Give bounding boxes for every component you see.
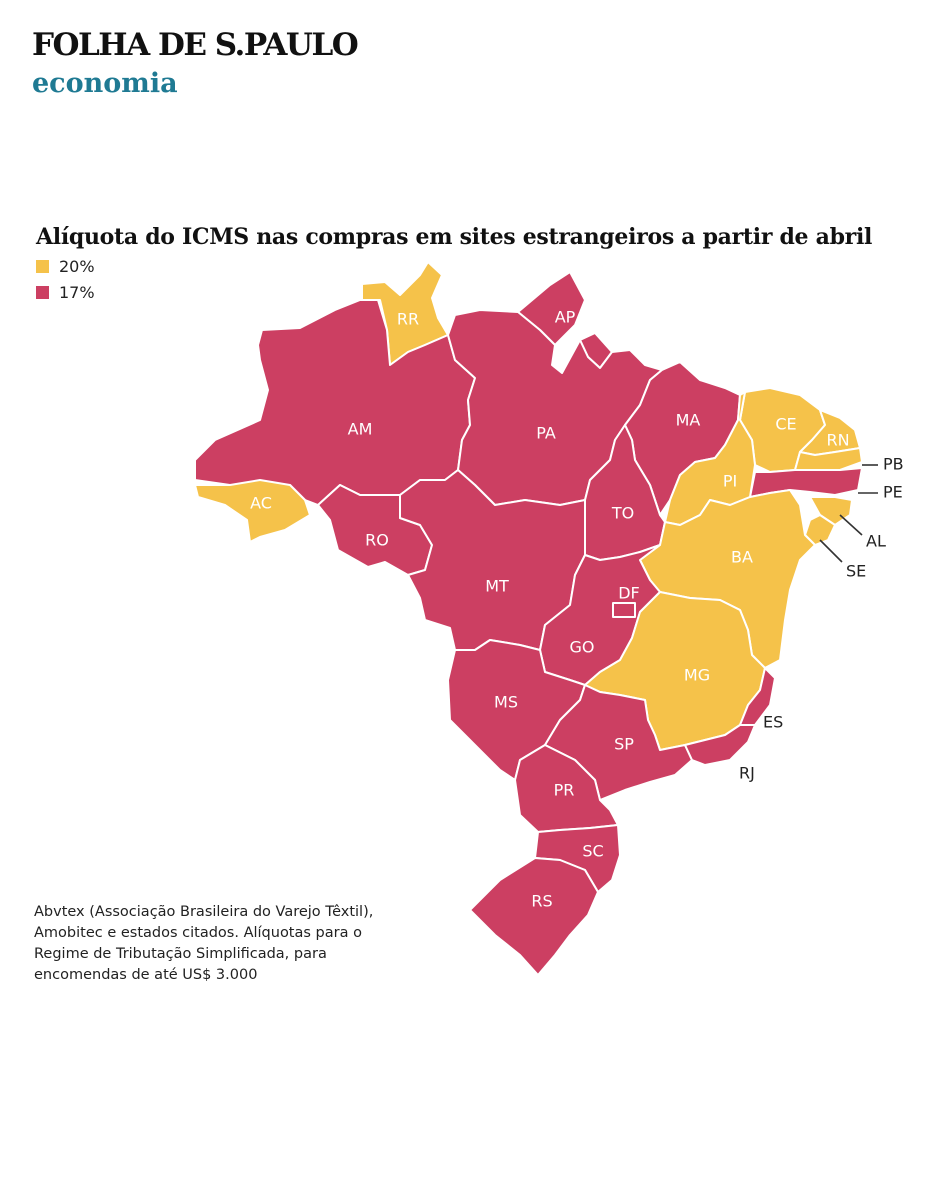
state-label-ap: AP bbox=[555, 308, 576, 327]
leader-se bbox=[819, 539, 843, 563]
legend-item-20: 20% bbox=[36, 253, 95, 279]
state-label-sc: SC bbox=[582, 842, 603, 861]
legend-swatch-20 bbox=[36, 259, 49, 273]
state-ac bbox=[194, 479, 311, 543]
state-label-to: TO bbox=[611, 504, 634, 523]
legend-label-17: 17% bbox=[59, 282, 95, 302]
state-rj bbox=[684, 724, 756, 766]
state-label-pi: PI bbox=[723, 472, 737, 491]
brand-logo: FOLHA DE S.PAULO bbox=[32, 27, 359, 63]
state-label-ce: CE bbox=[775, 415, 796, 434]
state-label-rs: RS bbox=[531, 892, 552, 911]
state-label-mt: MT bbox=[485, 577, 509, 596]
state-label-sp: SP bbox=[614, 735, 634, 754]
state-label-pe: PE bbox=[883, 483, 903, 502]
state-label-pr: PR bbox=[554, 781, 575, 800]
state-label-es: ES bbox=[763, 713, 783, 732]
state-label-rr: RR bbox=[397, 310, 419, 329]
source-note: Abvtex (Associação Brasileira do Varejo … bbox=[34, 904, 374, 983]
state-label-rj: RJ bbox=[739, 764, 755, 783]
state-label-ms: MS bbox=[494, 693, 518, 712]
state-label-go: GO bbox=[570, 638, 595, 657]
state-label-al: AL bbox=[866, 532, 886, 551]
state-label-am: AM bbox=[348, 420, 373, 439]
state-label-df: DF bbox=[618, 584, 640, 603]
legend-item-17: 17% bbox=[36, 279, 95, 305]
state-df bbox=[612, 602, 636, 618]
state-label-ro: RO bbox=[365, 531, 389, 550]
state-label-rn: RN bbox=[826, 431, 849, 450]
section-name: economia bbox=[32, 68, 178, 99]
state-rs bbox=[469, 857, 599, 976]
legend-label-20: 20% bbox=[59, 256, 95, 276]
state-label-ma: MA bbox=[676, 411, 701, 430]
state-label-mg: MG bbox=[684, 666, 710, 685]
leader-al bbox=[839, 514, 863, 536]
legend-swatch-17 bbox=[36, 285, 49, 299]
state-label-ac: AC bbox=[250, 494, 272, 513]
state-label-pb: PB bbox=[883, 455, 904, 474]
state-label-pa: PA bbox=[536, 424, 556, 443]
state-label-ba: BA bbox=[731, 548, 753, 567]
map-title: Alíquota do ICMS nas compras em sites es… bbox=[36, 224, 873, 250]
legend: 20% 17% bbox=[36, 253, 95, 305]
state-label-se: SE bbox=[846, 562, 866, 581]
